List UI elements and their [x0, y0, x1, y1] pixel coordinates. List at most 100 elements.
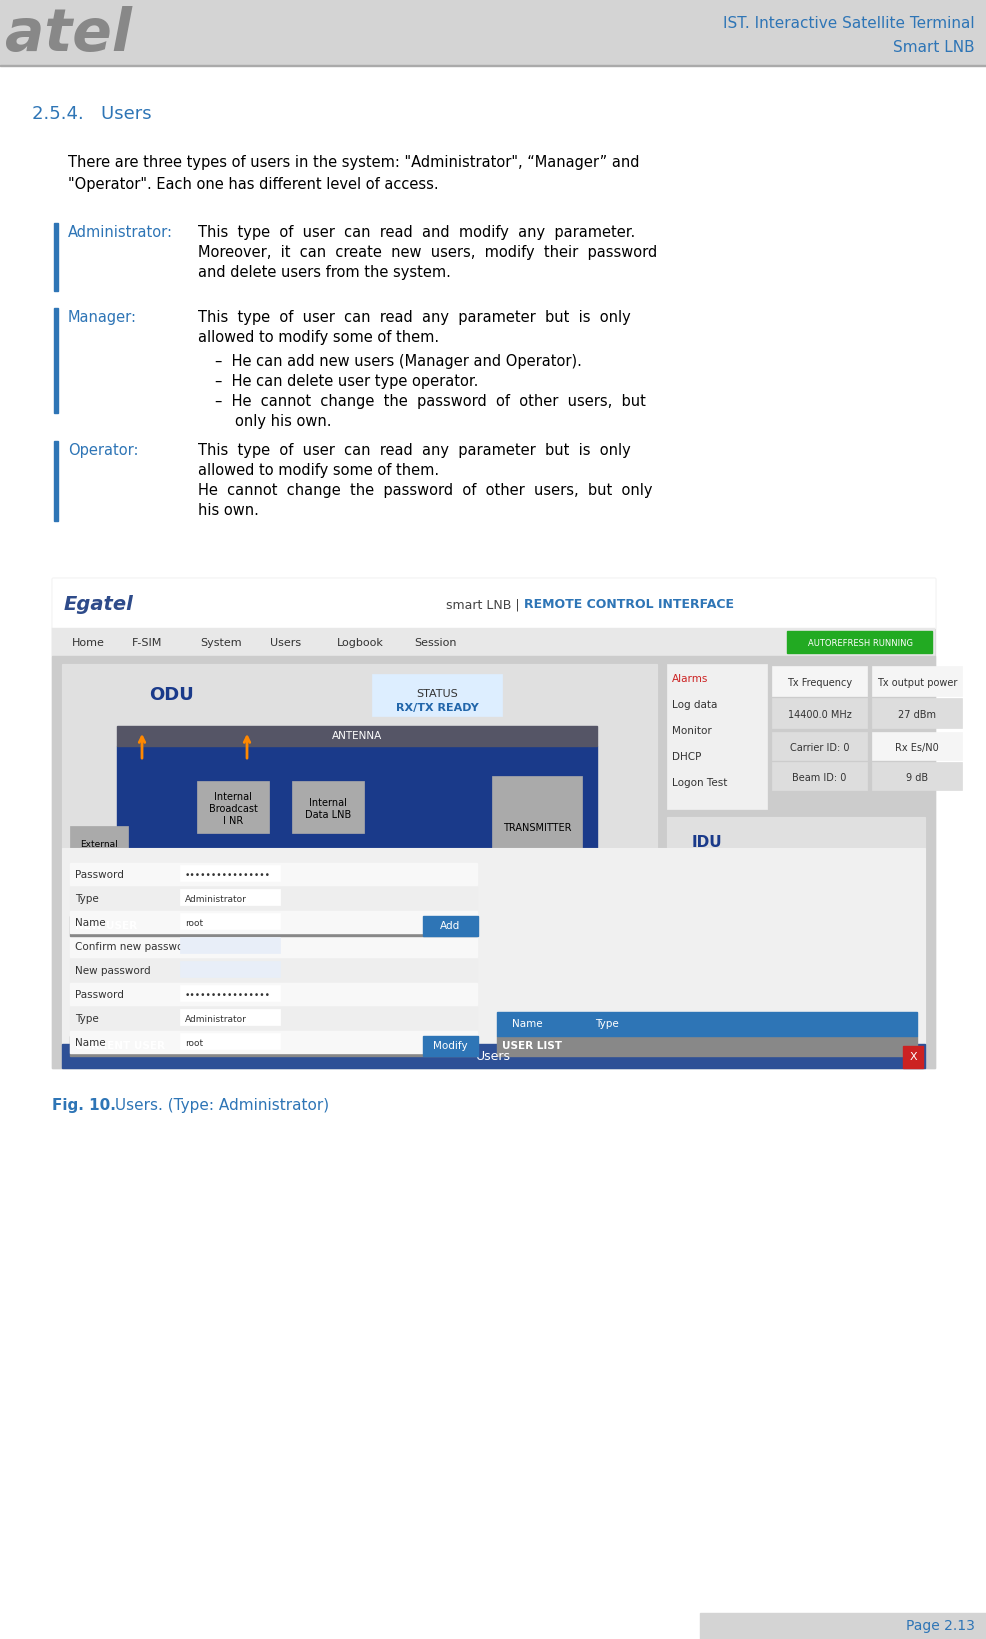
Bar	[70, 959, 476, 982]
Text: Egatel: Egatel	[64, 595, 134, 615]
Text: ODU: ODU	[150, 687, 194, 705]
Bar	[902, 1046, 922, 1069]
Text: REMOTE CONTROL INTERFACE: REMOTE CONTROL INTERFACE	[523, 598, 733, 611]
Text: Administrator: Administrator	[184, 895, 246, 903]
Text: allowed to modify some of them.: allowed to modify some of them.	[198, 329, 439, 344]
Bar	[786, 631, 931, 652]
Text: CURRENT USER: CURRENT USER	[75, 1041, 165, 1051]
Bar	[52, 656, 934, 1069]
Bar	[62, 847, 924, 1044]
Bar	[179, 1033, 280, 1049]
Text: Monitor: Monitor	[671, 726, 711, 736]
Bar	[70, 983, 476, 1005]
Bar	[70, 934, 476, 957]
Text: IST. Interactive Satellite Terminal: IST. Interactive Satellite Terminal	[723, 16, 974, 31]
Text: his own.: his own.	[198, 503, 258, 518]
Text: Log data: Log data	[671, 700, 717, 710]
Text: NEW USER: NEW USER	[75, 921, 137, 931]
Bar	[871, 733, 961, 760]
Text: USER LIST: USER LIST	[501, 1041, 561, 1051]
Text: This  type  of  user  can  read  any  parameter  but  is  only: This type of user can read any parameter…	[198, 443, 630, 457]
Bar	[0, 0, 986, 66]
Bar	[372, 674, 502, 716]
Text: ANTENNA: ANTENNA	[331, 731, 382, 741]
Text: root: root	[184, 1039, 203, 1047]
Text: Operator:: Operator:	[68, 443, 138, 457]
Text: Moreover,  it  can  create  new  users,  modify  their  password: Moreover, it can create new users, modif…	[198, 244, 657, 261]
Bar	[70, 1006, 476, 1029]
Text: Rx Es/N0: Rx Es/N0	[894, 742, 938, 752]
Bar	[871, 762, 961, 790]
Text: Beam ID: 0: Beam ID: 0	[792, 774, 846, 783]
Text: Type: Type	[75, 1015, 99, 1024]
Text: X: X	[908, 1052, 916, 1062]
Text: Alarms: Alarms	[671, 674, 708, 683]
Bar	[771, 733, 866, 760]
Text: New password: New password	[75, 965, 151, 975]
Text: Name: Name	[75, 918, 106, 928]
Bar	[771, 698, 866, 728]
Text: Carrier ID: 0: Carrier ID: 0	[789, 742, 848, 752]
Text: ••••••••••••••••: ••••••••••••••••	[184, 870, 271, 880]
Text: Type: Type	[595, 1019, 618, 1029]
Bar	[70, 1031, 476, 1052]
Text: External
Broadcast
LNB: External Broadcast LNB	[76, 841, 121, 872]
Text: –  He can delete user type operator.: – He can delete user type operator.	[215, 374, 478, 388]
Text: Internal
DVB-S2
demod: Internal DVB-S2 demod	[309, 872, 347, 906]
Bar	[391, 860, 463, 913]
Text: ••••••••••••••••: ••••••••••••••••	[184, 990, 271, 1000]
Text: Tx Frequency: Tx Frequency	[786, 679, 851, 688]
Text: AUTOREFRESH RUNNING: AUTOREFRESH RUNNING	[807, 639, 912, 647]
Bar	[496, 1036, 916, 1056]
Text: allowed to modify some of them.: allowed to modify some of them.	[198, 462, 439, 479]
Text: atel: atel	[5, 7, 132, 62]
Text: Administrator: Administrator	[184, 1015, 246, 1023]
Text: Users: Users	[475, 1049, 511, 1062]
Bar	[70, 1036, 476, 1056]
Bar	[496, 1011, 916, 1036]
Bar	[422, 916, 477, 936]
Bar	[674, 867, 916, 1054]
Text: 27 dBm: 27 dBm	[897, 710, 935, 720]
Bar	[70, 887, 476, 910]
Bar	[70, 911, 476, 933]
Bar	[771, 665, 866, 697]
Bar	[132, 1011, 261, 1041]
Text: Internal
Broadcast
I NR: Internal Broadcast I NR	[208, 792, 257, 826]
Text: Session: Session	[413, 638, 457, 647]
Bar	[54, 308, 58, 413]
Bar	[52, 628, 934, 656]
Text: only his own.: only his own.	[235, 415, 331, 429]
Text: STB: STB	[706, 852, 727, 864]
Text: –  He  cannot  change  the  password  of  other  users,  but: – He cannot change the password of other…	[215, 393, 645, 410]
Bar	[667, 664, 766, 810]
Text: This  type  of  user  can  read  any  parameter  but  is  only: This type of user can read any parameter…	[198, 310, 630, 325]
Text: Fig. 10.: Fig. 10.	[52, 1098, 115, 1113]
Text: Add: Add	[440, 921, 459, 931]
Text: SWITCH: SWITCH	[769, 913, 778, 942]
Bar	[62, 664, 657, 1060]
Bar	[70, 826, 128, 887]
Bar	[62, 1044, 924, 1069]
Text: Logbook: Logbook	[336, 638, 384, 647]
Bar	[117, 746, 597, 1052]
Text: DC: DC	[779, 852, 794, 864]
Text: Tx output power: Tx output power	[876, 679, 956, 688]
Text: Users. (Type: Administrator): Users. (Type: Administrator)	[109, 1098, 328, 1113]
Bar	[54, 441, 58, 521]
Bar	[292, 782, 364, 833]
Text: Internal
Data LNB: Internal Data LNB	[305, 798, 351, 820]
Text: Confirm new password: Confirm new password	[75, 942, 194, 952]
Bar	[761, 897, 786, 957]
Bar	[197, 782, 269, 833]
Bar	[422, 1036, 477, 1056]
Bar	[699, 1613, 986, 1639]
Text: "Operator". Each one has different level of access.: "Operator". Each one has different level…	[68, 177, 438, 192]
Bar	[871, 665, 961, 697]
Text: Administrator:: Administrator:	[68, 225, 173, 239]
Bar	[179, 888, 280, 905]
Bar	[179, 865, 280, 882]
Bar	[52, 579, 934, 628]
Text: smart LNB |: smart LNB |	[446, 598, 523, 611]
Text: Manager:: Manager:	[68, 310, 137, 325]
